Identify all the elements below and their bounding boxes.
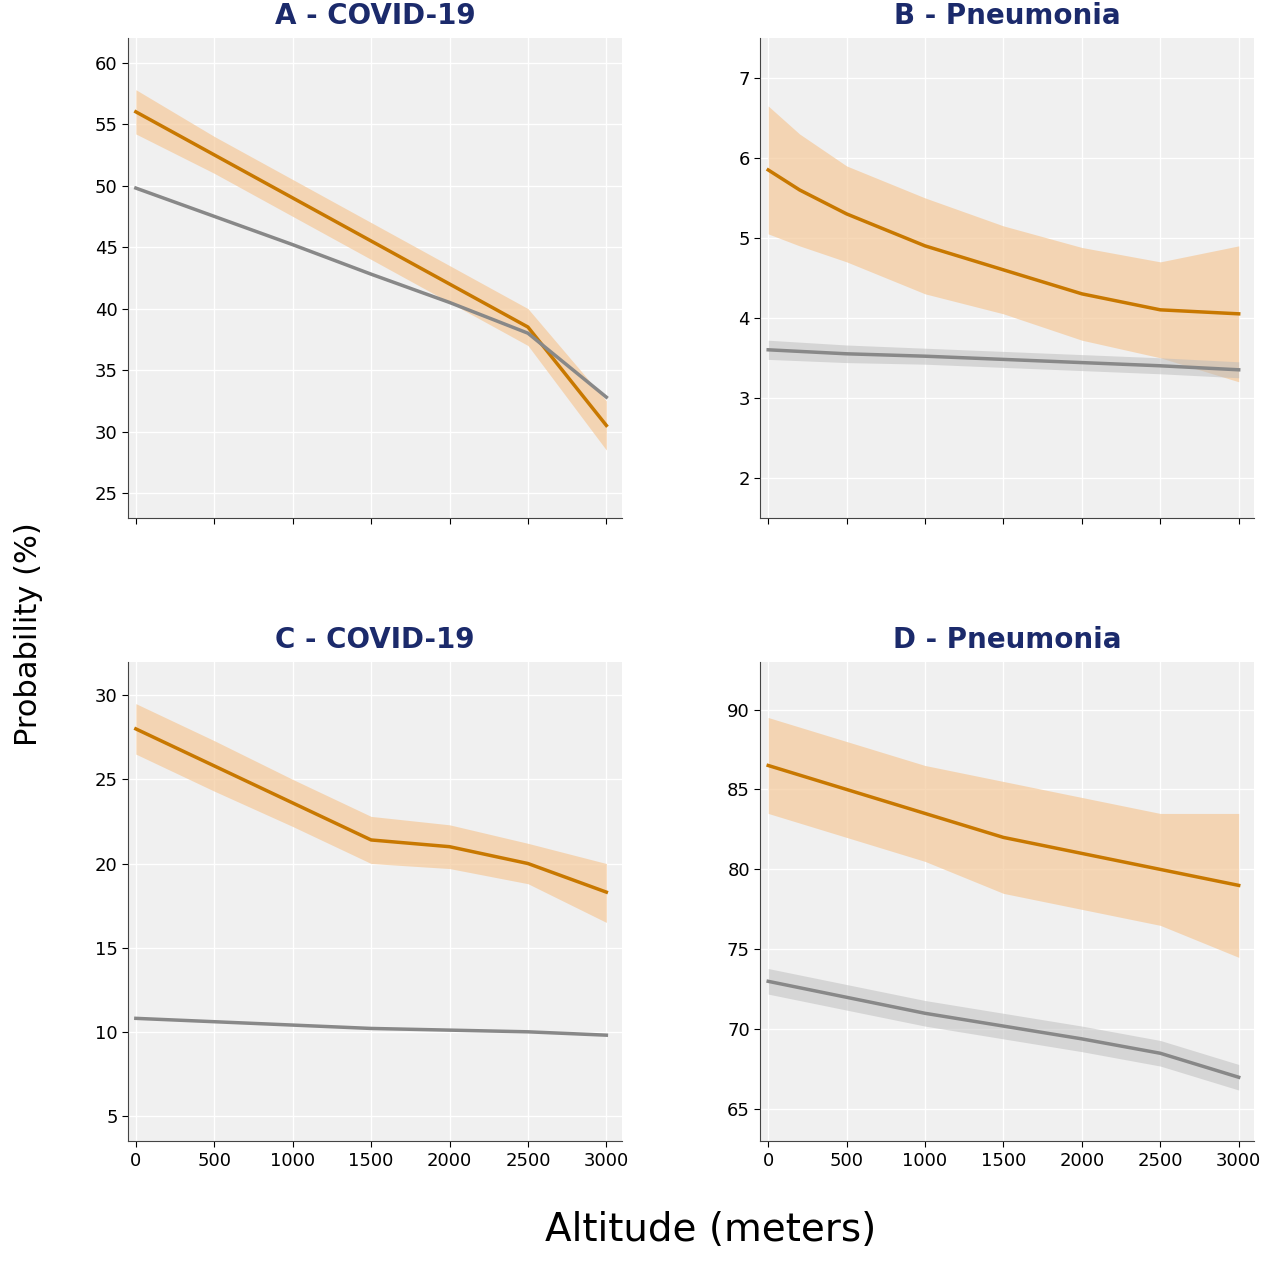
Title: A - COVID-19: A - COVID-19 <box>275 3 475 30</box>
Title: D - Pneumonia: D - Pneumonia <box>893 625 1121 654</box>
Title: B - Pneumonia: B - Pneumonia <box>893 3 1121 30</box>
Title: C - COVID-19: C - COVID-19 <box>275 625 475 654</box>
Text: Probability (%): Probability (%) <box>14 522 42 746</box>
Text: Altitude (meters): Altitude (meters) <box>545 1211 876 1249</box>
